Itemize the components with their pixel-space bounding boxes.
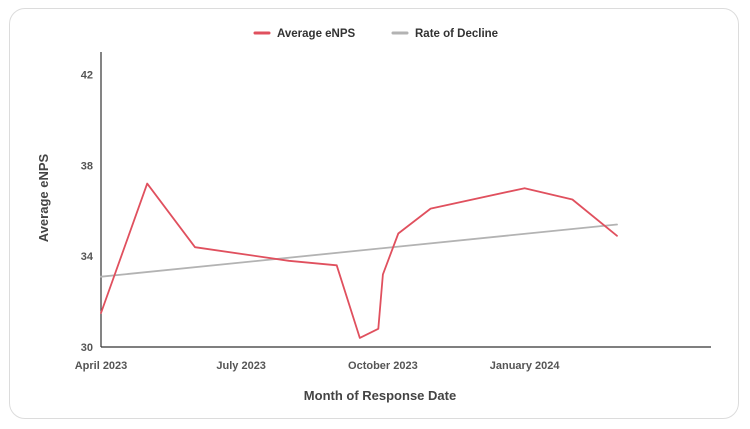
y-tick-label: 34 — [81, 251, 94, 263]
series-line — [100, 223, 618, 278]
x-tick-label: October 2023 — [348, 360, 418, 372]
legend-label: Rate of Decline — [415, 28, 498, 40]
y-tick-label: 38 — [81, 160, 93, 172]
series-lines — [100, 182, 618, 339]
y-axis-ticks: 30 34 38 42 — [81, 70, 94, 354]
y-tick-label: 30 — [81, 342, 93, 354]
chart-card — [9, 8, 739, 419]
x-axis-title: Month of Response Date — [304, 388, 456, 403]
y-tick-label: 42 — [81, 70, 93, 82]
x-tick-label: January 2024 — [490, 360, 561, 372]
x-tick-label: July 2023 — [216, 360, 266, 372]
x-tick-label: April 2023 — [75, 360, 128, 372]
legend-label: Average eNPS — [277, 28, 356, 40]
legend: Average eNPS Rate of Decline — [253, 28, 498, 40]
y-axis-title: Average eNPS — [36, 153, 51, 242]
x-axis-ticks: April 2023 July 2023 October 2023 January 2… — [75, 360, 561, 372]
series-line — [100, 182, 618, 339]
